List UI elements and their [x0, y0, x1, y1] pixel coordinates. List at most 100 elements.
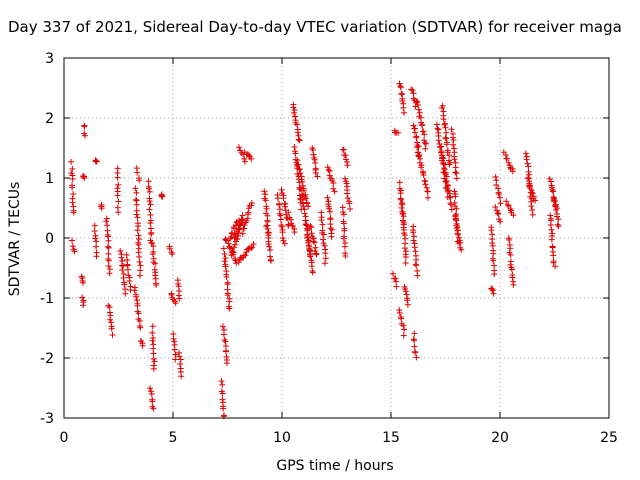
data-point	[397, 84, 404, 91]
data-point	[450, 141, 457, 148]
data-point	[231, 255, 238, 262]
data-point	[248, 200, 255, 207]
data-point	[421, 131, 428, 138]
data-point	[440, 116, 447, 123]
data-point	[411, 125, 418, 132]
data-point	[509, 274, 516, 281]
data-point	[321, 242, 328, 249]
data-point	[98, 205, 105, 212]
data-point	[497, 218, 504, 225]
data-point	[313, 251, 320, 258]
data-point	[320, 236, 327, 243]
data-point	[125, 266, 132, 273]
data-point	[441, 166, 448, 173]
data-point	[398, 90, 405, 97]
data-point	[340, 235, 347, 242]
data-point	[414, 272, 421, 279]
data-point	[327, 225, 334, 232]
data-point	[168, 291, 175, 298]
data-point	[292, 150, 299, 157]
chart-title: Day 337 of 2021, Sidereal Day-to-day VTE…	[8, 18, 622, 36]
data-point	[280, 237, 287, 244]
data-point	[118, 254, 125, 261]
data-point	[340, 220, 347, 227]
data-point	[434, 125, 441, 132]
data-point	[296, 166, 303, 173]
data-point	[146, 385, 153, 392]
data-point	[400, 109, 407, 116]
data-point	[452, 169, 459, 176]
data-point	[223, 273, 230, 280]
data-point	[69, 199, 76, 206]
data-point	[145, 185, 152, 192]
data-point	[300, 203, 307, 210]
data-point	[296, 137, 303, 144]
data-point	[414, 149, 421, 156]
data-point	[399, 208, 406, 215]
data-point	[444, 149, 451, 156]
data-point	[68, 158, 75, 165]
data-point	[397, 83, 404, 90]
y-tick-label: -2	[40, 351, 54, 367]
data-point	[318, 217, 325, 224]
data-point	[178, 373, 185, 380]
data-point	[250, 241, 257, 248]
data-point	[418, 164, 425, 171]
data-point	[290, 109, 297, 116]
data-point	[299, 191, 306, 198]
data-point	[133, 189, 140, 196]
data-point	[170, 335, 177, 342]
data-point	[526, 182, 533, 189]
data-point	[410, 90, 417, 97]
data-point	[134, 227, 141, 234]
data-point	[298, 186, 305, 193]
data-point	[411, 129, 418, 136]
data-point	[136, 317, 143, 324]
data-point	[115, 181, 122, 188]
data-point	[443, 177, 450, 184]
data-point	[105, 237, 112, 244]
data-point	[150, 350, 157, 357]
data-point	[445, 187, 452, 194]
data-point	[171, 346, 178, 353]
data-point	[555, 223, 562, 230]
data-point	[496, 194, 503, 201]
data-point	[69, 243, 76, 250]
data-point	[291, 143, 298, 150]
data-point	[308, 224, 315, 231]
data-point	[261, 188, 268, 195]
data-point	[342, 152, 349, 159]
data-point	[147, 211, 154, 218]
data-point	[440, 155, 447, 162]
data-point	[324, 164, 331, 171]
x-tick-label: 20	[491, 430, 509, 446]
data-point	[153, 282, 160, 289]
data-point	[451, 156, 458, 163]
data-point	[396, 179, 403, 186]
data-point	[108, 325, 115, 332]
data-point	[121, 281, 128, 288]
data-point	[231, 241, 238, 248]
data-point	[307, 253, 314, 260]
data-point	[219, 323, 226, 330]
data-point	[442, 178, 449, 185]
data-point	[93, 243, 100, 250]
data-point	[149, 337, 156, 344]
data-point	[92, 235, 99, 242]
data-point	[220, 405, 227, 412]
data-point	[242, 158, 249, 165]
data-point	[106, 270, 113, 277]
data-point	[280, 195, 287, 202]
data-point	[152, 260, 159, 267]
data-point	[105, 244, 112, 251]
data-point	[301, 210, 308, 217]
data-point	[117, 247, 124, 254]
y-tick-label: -3	[40, 411, 54, 427]
data-point	[505, 202, 512, 209]
data-point	[149, 329, 156, 336]
data-point	[136, 258, 143, 265]
data-point	[150, 365, 157, 372]
data-point	[414, 99, 421, 106]
